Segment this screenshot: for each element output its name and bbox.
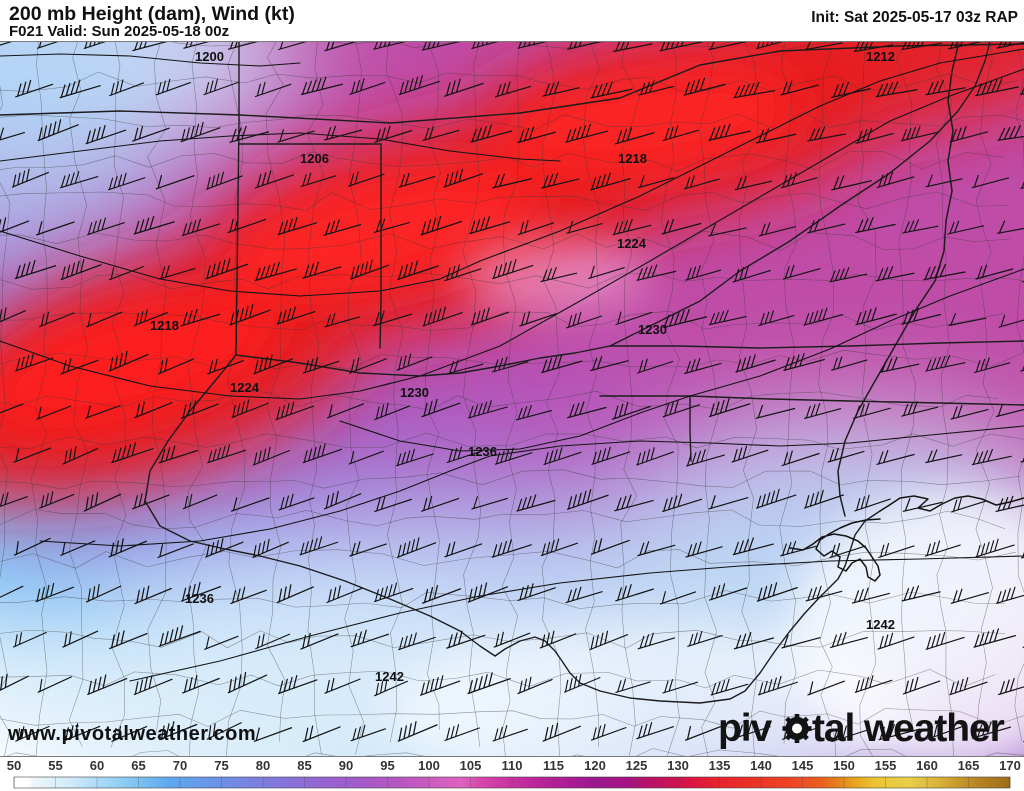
svg-text:60: 60 xyxy=(90,758,104,773)
svg-text:1230: 1230 xyxy=(400,385,429,400)
svg-text:150: 150 xyxy=(833,758,855,773)
svg-text:1224: 1224 xyxy=(617,236,647,251)
svg-text:1218: 1218 xyxy=(618,151,647,166)
svg-text:1230: 1230 xyxy=(638,322,667,337)
svg-text:160: 160 xyxy=(916,758,938,773)
svg-text:1212: 1212 xyxy=(866,49,895,64)
svg-text:1206: 1206 xyxy=(300,151,329,166)
svg-text:110: 110 xyxy=(502,758,523,773)
svg-text:120: 120 xyxy=(584,758,606,773)
svg-text:1200: 1200 xyxy=(195,49,224,64)
svg-text:100: 100 xyxy=(418,758,440,773)
svg-text:70: 70 xyxy=(173,758,187,773)
svg-text:1242: 1242 xyxy=(866,617,895,632)
svg-text:145: 145 xyxy=(792,758,814,773)
svg-text:130: 130 xyxy=(667,758,689,773)
svg-text:155: 155 xyxy=(875,758,897,773)
svg-text:115: 115 xyxy=(543,758,564,773)
svg-text:55: 55 xyxy=(48,758,62,773)
svg-text:75: 75 xyxy=(214,758,228,773)
svg-text:1236: 1236 xyxy=(185,591,214,606)
svg-text:125: 125 xyxy=(626,758,648,773)
svg-text:65: 65 xyxy=(131,758,145,773)
svg-text:50: 50 xyxy=(7,758,21,773)
svg-text:165: 165 xyxy=(958,758,980,773)
svg-text:piv: piv xyxy=(718,709,772,750)
svg-text:1218: 1218 xyxy=(150,318,179,333)
svg-text:tal weather: tal weather xyxy=(812,709,1005,750)
svg-text:1242: 1242 xyxy=(375,669,404,684)
svg-text:95: 95 xyxy=(380,758,394,773)
svg-text:105: 105 xyxy=(460,758,482,773)
svg-text:135: 135 xyxy=(709,758,731,773)
svg-text:90: 90 xyxy=(339,758,353,773)
svg-text:85: 85 xyxy=(297,758,311,773)
svg-text:140: 140 xyxy=(750,758,772,773)
svg-text:170: 170 xyxy=(999,758,1021,773)
svg-text:80: 80 xyxy=(256,758,270,773)
svg-text:1236: 1236 xyxy=(468,444,497,459)
svg-text:1224: 1224 xyxy=(230,380,260,395)
